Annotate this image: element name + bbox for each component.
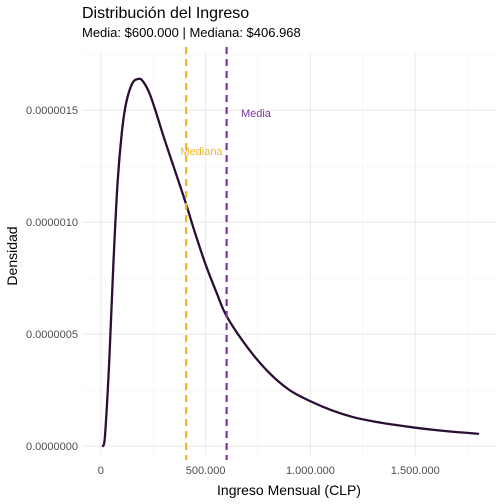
x-tick-label: 1.500.000 <box>391 465 440 477</box>
density-curve <box>101 77 480 448</box>
reference-lines: Mediana Media <box>180 47 272 460</box>
x-axis-title: Ingreso Mensual (CLP) <box>217 482 361 498</box>
x-tick-label: 0 <box>98 465 104 477</box>
media-label: Media <box>241 108 272 120</box>
x-tick-label: 500.000 <box>186 465 226 477</box>
y-tick-label: 0.0000015 <box>26 105 78 117</box>
tick-labels: 0 500.000 1.000.000 1.500.000 0.0000000 0.000… <box>26 105 440 477</box>
grid-lines <box>82 52 497 455</box>
y-tick-label: 0.0000005 <box>26 329 78 341</box>
chart-subtitle: Media: $600.000 | Mediana: $406.968 <box>82 25 301 40</box>
y-tick-label: 0.0000000 <box>26 441 78 453</box>
chart-title: Distribución del Ingreso <box>82 5 250 22</box>
y-axis-title: Densidad <box>4 226 20 285</box>
x-tick-label: 1.000.000 <box>286 465 335 477</box>
y-tick-label: 0.0000010 <box>26 217 78 229</box>
mediana-label: Mediana <box>180 146 223 158</box>
series-layer <box>101 77 480 448</box>
